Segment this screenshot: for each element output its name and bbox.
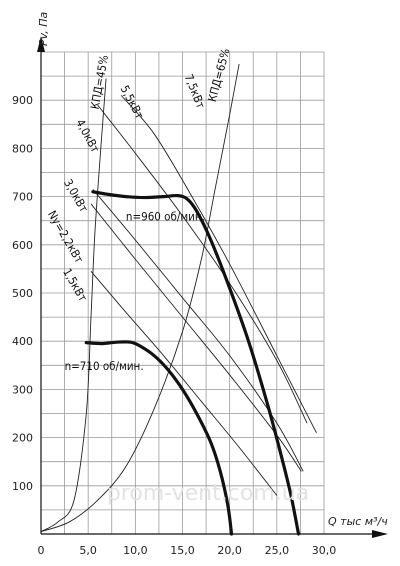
x-tick-label: 5,0 bbox=[79, 544, 97, 557]
y-tick-label: 700 bbox=[12, 191, 33, 204]
y-axis-label: Pv, Па bbox=[37, 11, 50, 46]
y-tick-label: 800 bbox=[12, 142, 33, 155]
x-tick-label: 0 bbox=[38, 544, 45, 557]
power-line bbox=[90, 203, 302, 472]
chart-annotation: КПД=45% bbox=[88, 54, 111, 111]
tick-labels: 100 200 300 400 500 600 700 800 900 0 5,0 10,0 15,0 2… bbox=[12, 94, 336, 557]
power-line bbox=[97, 104, 308, 424]
power-line bbox=[92, 189, 304, 472]
chart-annotation: Nу=2,2кВт bbox=[45, 208, 86, 266]
fan-curve bbox=[84, 340, 234, 536]
chart-axes: Pv, Па Q тыс м³/ч bbox=[37, 11, 388, 538]
chart-annotation: 7,5кВт bbox=[182, 72, 208, 110]
x-tick-label: 10,0 bbox=[123, 544, 148, 557]
x-tick-label: 30,0 bbox=[312, 544, 337, 557]
fan-curve bbox=[91, 190, 301, 536]
y-tick-label: 100 bbox=[12, 480, 33, 493]
x-axis-label: Q тыс м³/ч bbox=[328, 515, 388, 528]
x-tick-label: 25,0 bbox=[265, 544, 290, 557]
x-tick-label: 20,0 bbox=[217, 544, 242, 557]
watermark: prom-vent.com.ua bbox=[107, 481, 309, 506]
y-tick-label: 600 bbox=[12, 239, 33, 252]
y-tick-label: 200 bbox=[12, 432, 33, 445]
y-tick-label: 400 bbox=[12, 335, 33, 348]
chart-series bbox=[40, 63, 317, 536]
power-line bbox=[90, 271, 278, 496]
chart-annotation: 3,0кВт bbox=[61, 177, 91, 215]
y-tick-label: 900 bbox=[12, 94, 33, 107]
chart-annotation: n=710 об/мин. bbox=[65, 359, 144, 373]
efficiency-curve bbox=[40, 63, 240, 533]
x-axis-arrow bbox=[372, 530, 388, 538]
y-tick-label: 500 bbox=[12, 287, 33, 300]
efficiency-curve bbox=[40, 78, 107, 532]
chart-annotation: 4,0кВт bbox=[73, 117, 102, 155]
chart-annotation: КПД=65% bbox=[205, 47, 233, 104]
y-axis-arrow bbox=[37, 36, 45, 52]
chart-annotation: n=960 об/мин. bbox=[126, 210, 205, 224]
power-line bbox=[120, 95, 317, 433]
chart-annotation: 5,5кВт bbox=[118, 83, 147, 121]
x-tick-label: 15,0 bbox=[170, 544, 195, 557]
y-tick-label: 300 bbox=[12, 383, 33, 396]
